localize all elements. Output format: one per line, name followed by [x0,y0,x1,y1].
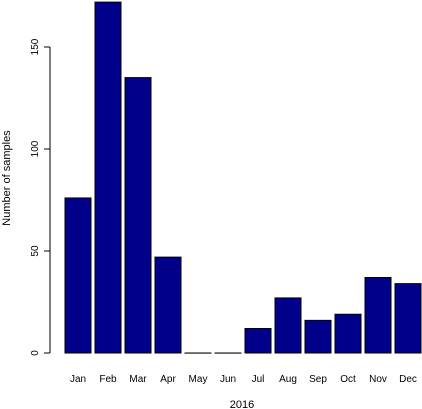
x-tick-label-apr: Apr [160,374,176,385]
bars-group [64,1,422,354]
bar-mar [124,77,152,354]
y-tick-label-0: 0 [30,350,41,356]
x-tick-label-feb: Feb [99,374,117,385]
bar-apr [154,256,182,354]
y-tick-label-50: 50 [30,245,41,257]
bar-nov [364,277,392,354]
x-tick-label-jun: Jun [220,374,236,385]
bar-jan [64,197,92,354]
x-tick-label-oct: Oct [340,374,356,385]
y-axis: 0 50 100 150 [30,38,51,356]
x-tick-label-sep: Sep [309,374,327,385]
bar-oct [334,313,362,354]
bar-sep [304,319,332,354]
x-tick-label-jan: Jan [70,374,86,385]
bar-feb [94,1,122,354]
x-axis-title: 2016 [230,399,254,409]
x-tick-label-may: May [189,374,208,385]
y-axis-title: Number of samples [1,130,13,226]
bar-dec [394,283,422,354]
x-tick-label-nov: Nov [369,374,387,385]
x-tick-label-dec: Dec [399,374,417,385]
bar-jul [244,328,272,354]
x-axis-labels: Jan Feb Mar Apr May Jun Jul Aug Sep Oct Nov Dec [70,374,417,385]
x-tick-label-mar: Mar [129,374,147,385]
bar-aug [274,297,302,354]
y-tick-label-100: 100 [30,140,41,157]
y-tick-label-150: 150 [30,38,41,55]
x-tick-label-aug: Aug [279,374,297,385]
x-tick-label-jul: Jul [252,374,265,385]
